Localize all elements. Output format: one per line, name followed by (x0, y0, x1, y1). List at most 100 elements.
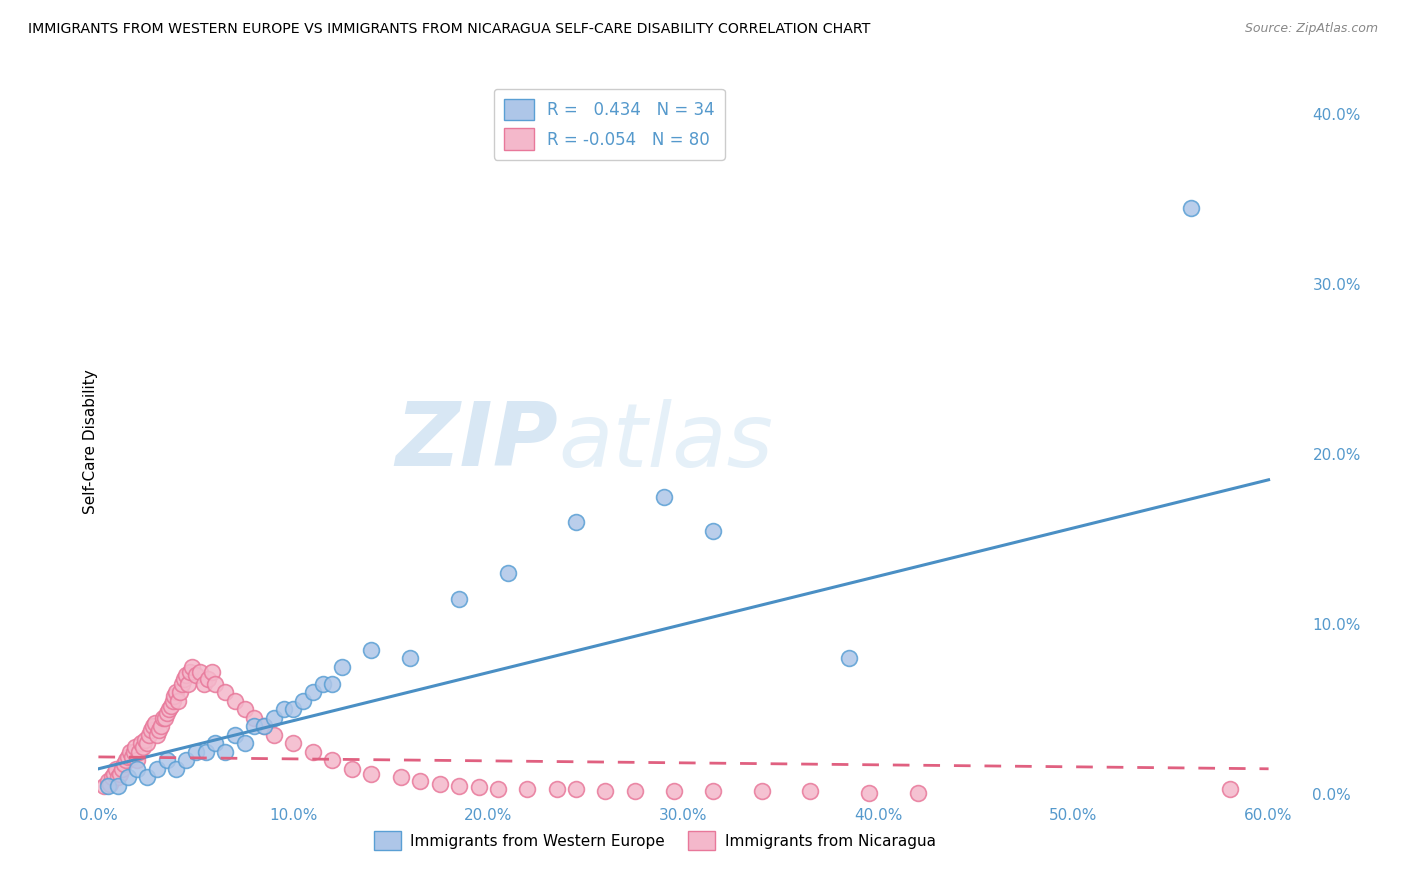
Point (409, 773, 432, 788)
Point (93, 779, 115, 793)
Point (486, 782, 509, 797)
Point (360, 767, 382, 781)
Point (233, 736, 256, 750)
Point (253, 719, 276, 733)
Point (136, 770, 159, 784)
Point (623, 784, 645, 798)
Point (283, 736, 305, 750)
Point (165, 762, 187, 776)
Point (449, 591, 471, 606)
Point (751, 784, 773, 798)
Point (224, 728, 246, 742)
Point (302, 745, 325, 759)
Point (142, 719, 165, 733)
Point (139, 723, 162, 737)
Point (174, 668, 197, 682)
Point (143, 715, 166, 730)
Point (799, 784, 821, 798)
Point (152, 711, 174, 725)
Point (312, 677, 335, 691)
Point (177, 677, 200, 691)
Point (204, 736, 226, 750)
Point (98, 777, 121, 791)
Point (652, 490, 675, 504)
Point (702, 784, 724, 798)
Text: ZIP: ZIP (395, 398, 558, 485)
Point (662, 784, 685, 798)
Point (134, 732, 156, 747)
Point (163, 689, 186, 703)
Point (243, 719, 266, 733)
Point (97, 779, 120, 793)
Point (97, 773, 120, 788)
Point (184, 668, 207, 682)
Point (193, 677, 215, 691)
Point (449, 779, 471, 793)
Point (224, 694, 246, 708)
Point (136, 736, 159, 750)
Text: atlas: atlas (558, 399, 773, 484)
Point (132, 739, 155, 754)
Point (179, 665, 201, 679)
Point (340, 762, 363, 776)
Point (121, 750, 143, 764)
Point (467, 780, 489, 795)
Point (127, 762, 149, 776)
Point (253, 719, 276, 733)
Point (174, 753, 197, 767)
Y-axis label: Self-Care Disability: Self-Care Disability (83, 369, 97, 514)
Point (546, 782, 568, 797)
Point (146, 762, 169, 776)
Point (118, 745, 141, 759)
Point (321, 677, 343, 691)
Point (146, 728, 169, 742)
Point (194, 745, 217, 759)
Point (360, 642, 382, 657)
Point (157, 702, 180, 716)
Point (389, 770, 412, 784)
Point (1219, 782, 1241, 797)
Point (156, 706, 179, 720)
Point (263, 728, 285, 742)
Point (172, 677, 194, 691)
Point (838, 651, 860, 665)
Point (565, 516, 588, 530)
Point (169, 685, 191, 699)
Point (858, 786, 880, 800)
Point (302, 685, 325, 699)
Point (243, 711, 266, 725)
Point (233, 702, 256, 716)
Point (173, 672, 195, 686)
Point (399, 651, 422, 665)
Point (148, 723, 170, 737)
Point (107, 770, 129, 784)
Point (273, 702, 295, 716)
Point (516, 782, 538, 797)
Point (188, 665, 211, 679)
Point (149, 719, 172, 733)
Point (595, 784, 617, 798)
Point (214, 745, 236, 759)
Point (204, 677, 226, 691)
Legend: Immigrants from Western Europe, Immigrants from Nicaragua: Immigrants from Western Europe, Immigran… (367, 825, 942, 856)
Text: IMMIGRANTS FROM WESTERN EUROPE VS IMMIGRANTS FROM NICARAGUA SELF-CARE DISABILITY: IMMIGRANTS FROM WESTERN EUROPE VS IMMIGR… (28, 22, 870, 37)
Point (104, 762, 127, 776)
Point (108, 767, 131, 781)
Point (429, 777, 451, 791)
Point (330, 660, 353, 674)
Point (496, 566, 519, 581)
Point (111, 762, 134, 776)
Point (197, 672, 219, 686)
Point (117, 770, 139, 784)
Point (114, 753, 136, 767)
Point (159, 698, 181, 713)
Point (907, 786, 929, 800)
Point (263, 711, 285, 725)
Point (153, 711, 176, 725)
Point (162, 694, 184, 708)
Point (107, 779, 129, 793)
Point (181, 660, 204, 674)
Point (127, 753, 149, 767)
Point (565, 782, 588, 797)
Point (103, 767, 125, 781)
